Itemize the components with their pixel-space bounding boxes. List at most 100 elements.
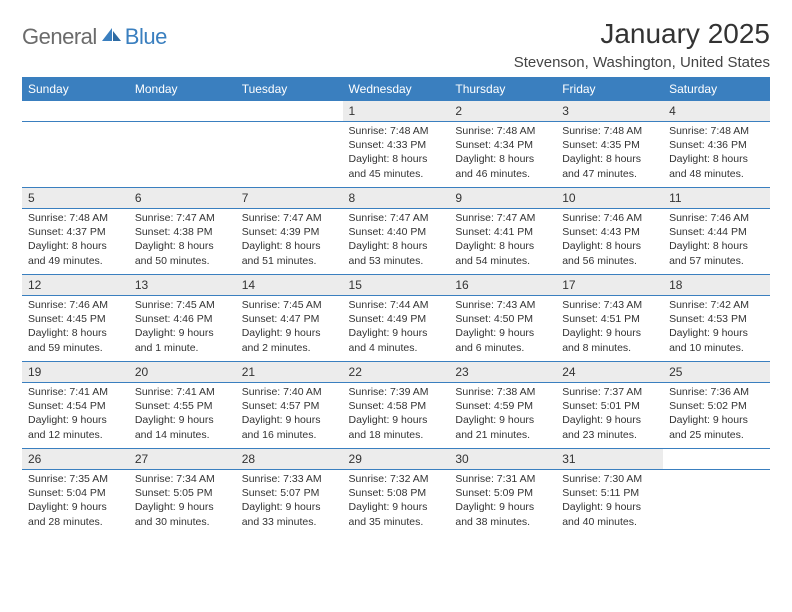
- sunset-text: Sunset: 4:49 PM: [349, 312, 444, 326]
- daylight-text-1: Daylight: 8 hours: [562, 239, 657, 253]
- calendar-head: SundayMondayTuesdayWednesdayThursdayFrid…: [22, 77, 770, 101]
- sunset-text: Sunset: 4:36 PM: [669, 138, 764, 152]
- daylight-text-1: Daylight: 9 hours: [455, 413, 550, 427]
- daylight-text-1: Daylight: 8 hours: [349, 239, 444, 253]
- day-detail: Sunrise: 7:41 AMSunset: 4:55 PMDaylight:…: [129, 383, 236, 449]
- sunset-text: Sunset: 5:11 PM: [562, 486, 657, 500]
- sunrise-text: Sunrise: 7:37 AM: [562, 385, 657, 399]
- day-header: Saturday: [663, 77, 770, 101]
- daylight-text-2: and 40 minutes.: [562, 515, 657, 529]
- daylight-text-1: Daylight: 8 hours: [669, 152, 764, 166]
- sunset-text: Sunset: 4:41 PM: [455, 225, 550, 239]
- daylight-text-2: and 12 minutes.: [28, 428, 123, 442]
- sunrise-text: Sunrise: 7:45 AM: [242, 298, 337, 312]
- day-number: [129, 101, 236, 122]
- day-header: Friday: [556, 77, 663, 101]
- day-detail: Sunrise: 7:38 AMSunset: 4:59 PMDaylight:…: [449, 383, 556, 449]
- daylight-text-1: Daylight: 9 hours: [349, 326, 444, 340]
- daylight-text-1: Daylight: 8 hours: [28, 326, 123, 340]
- detail-row: Sunrise: 7:46 AMSunset: 4:45 PMDaylight:…: [22, 296, 770, 362]
- sunrise-text: Sunrise: 7:30 AM: [562, 472, 657, 486]
- day-number: 19: [22, 362, 129, 383]
- sunset-text: Sunset: 4:33 PM: [349, 138, 444, 152]
- daylight-text-1: Daylight: 9 hours: [242, 500, 337, 514]
- day-number: 10: [556, 188, 663, 209]
- daylight-text-2: and 47 minutes.: [562, 167, 657, 181]
- day-number: 12: [22, 275, 129, 296]
- sunrise-text: Sunrise: 7:46 AM: [562, 211, 657, 225]
- daylight-text-1: Daylight: 9 hours: [242, 326, 337, 340]
- calendar-table: SundayMondayTuesdayWednesdayThursdayFrid…: [22, 77, 770, 536]
- day-detail: Sunrise: 7:46 AMSunset: 4:43 PMDaylight:…: [556, 209, 663, 275]
- detail-row: Sunrise: 7:48 AMSunset: 4:33 PMDaylight:…: [22, 122, 770, 188]
- day-detail: Sunrise: 7:32 AMSunset: 5:08 PMDaylight:…: [343, 470, 450, 536]
- day-header: Wednesday: [343, 77, 450, 101]
- daylight-text-2: and 14 minutes.: [135, 428, 230, 442]
- day-number: 24: [556, 362, 663, 383]
- day-number: 11: [663, 188, 770, 209]
- topbar: General Blue January 2025 Stevenson, Was…: [22, 18, 770, 71]
- daynum-row: 567891011: [22, 188, 770, 209]
- daylight-text-2: and 57 minutes.: [669, 254, 764, 268]
- title-block: January 2025 Stevenson, Washington, Unit…: [514, 18, 770, 71]
- sunrise-text: Sunrise: 7:46 AM: [28, 298, 123, 312]
- day-detail: Sunrise: 7:45 AMSunset: 4:47 PMDaylight:…: [236, 296, 343, 362]
- daylight-text-2: and 49 minutes.: [28, 254, 123, 268]
- sunrise-text: Sunrise: 7:34 AM: [135, 472, 230, 486]
- daylight-text-2: and 18 minutes.: [349, 428, 444, 442]
- day-number: 20: [129, 362, 236, 383]
- daylight-text-1: Daylight: 9 hours: [349, 500, 444, 514]
- day-number: 9: [449, 188, 556, 209]
- sunset-text: Sunset: 4:40 PM: [349, 225, 444, 239]
- daylight-text-1: Daylight: 8 hours: [242, 239, 337, 253]
- daylight-text-2: and 50 minutes.: [135, 254, 230, 268]
- day-detail: Sunrise: 7:31 AMSunset: 5:09 PMDaylight:…: [449, 470, 556, 536]
- day-number: 22: [343, 362, 450, 383]
- sunrise-text: Sunrise: 7:47 AM: [135, 211, 230, 225]
- daylight-text-2: and 53 minutes.: [349, 254, 444, 268]
- daylight-text-2: and 16 minutes.: [242, 428, 337, 442]
- daylight-text-1: Daylight: 9 hours: [135, 413, 230, 427]
- daynum-row: 262728293031: [22, 449, 770, 470]
- sunset-text: Sunset: 4:43 PM: [562, 225, 657, 239]
- sunset-text: Sunset: 4:51 PM: [562, 312, 657, 326]
- sunset-text: Sunset: 4:38 PM: [135, 225, 230, 239]
- daylight-text-1: Daylight: 9 hours: [455, 500, 550, 514]
- daylight-text-1: Daylight: 9 hours: [135, 500, 230, 514]
- sunset-text: Sunset: 4:34 PM: [455, 138, 550, 152]
- sunset-text: Sunset: 5:09 PM: [455, 486, 550, 500]
- day-detail: Sunrise: 7:43 AMSunset: 4:51 PMDaylight:…: [556, 296, 663, 362]
- daylight-text-2: and 2 minutes.: [242, 341, 337, 355]
- daylight-text-1: Daylight: 8 hours: [669, 239, 764, 253]
- day-number: 31: [556, 449, 663, 470]
- daylight-text-2: and 6 minutes.: [455, 341, 550, 355]
- sunrise-text: Sunrise: 7:31 AM: [455, 472, 550, 486]
- sunrise-text: Sunrise: 7:48 AM: [349, 124, 444, 138]
- sunset-text: Sunset: 4:45 PM: [28, 312, 123, 326]
- day-detail: [663, 470, 770, 536]
- sunrise-text: Sunrise: 7:36 AM: [669, 385, 764, 399]
- daylight-text-1: Daylight: 8 hours: [455, 152, 550, 166]
- daylight-text-2: and 8 minutes.: [562, 341, 657, 355]
- day-number: 30: [449, 449, 556, 470]
- sunrise-text: Sunrise: 7:39 AM: [349, 385, 444, 399]
- daylight-text-2: and 30 minutes.: [135, 515, 230, 529]
- day-number: [663, 449, 770, 470]
- daylight-text-2: and 23 minutes.: [562, 428, 657, 442]
- daylight-text-1: Daylight: 9 hours: [669, 413, 764, 427]
- sunrise-text: Sunrise: 7:40 AM: [242, 385, 337, 399]
- sunset-text: Sunset: 4:54 PM: [28, 399, 123, 413]
- day-number: 25: [663, 362, 770, 383]
- day-number: 5: [22, 188, 129, 209]
- daynum-row: 12131415161718: [22, 275, 770, 296]
- sunrise-text: Sunrise: 7:32 AM: [349, 472, 444, 486]
- day-number: 15: [343, 275, 450, 296]
- sunrise-text: Sunrise: 7:48 AM: [455, 124, 550, 138]
- day-detail: Sunrise: 7:46 AMSunset: 4:45 PMDaylight:…: [22, 296, 129, 362]
- daylight-text-1: Daylight: 9 hours: [669, 326, 764, 340]
- daylight-text-2: and 25 minutes.: [669, 428, 764, 442]
- day-number: 14: [236, 275, 343, 296]
- sunset-text: Sunset: 4:53 PM: [669, 312, 764, 326]
- day-header: Monday: [129, 77, 236, 101]
- day-number: 29: [343, 449, 450, 470]
